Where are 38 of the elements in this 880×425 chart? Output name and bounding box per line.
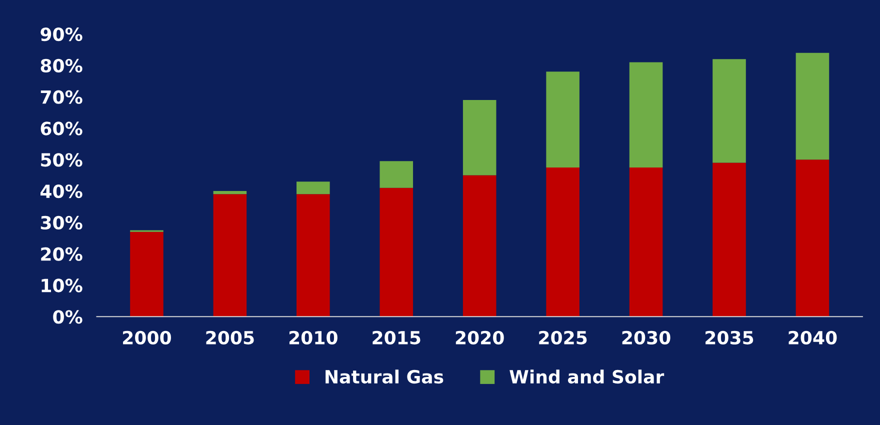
bar — [213, 194, 247, 317]
y-tick-label: 90% — [40, 27, 82, 42]
x-tick-label: 2015 — [372, 330, 420, 344]
bar — [296, 194, 330, 317]
x-tick-label: 2000 — [123, 330, 171, 344]
bar — [796, 160, 830, 317]
y-tick-label: 70% — [40, 90, 82, 104]
x-tick-label: 2040 — [788, 330, 837, 344]
bar — [712, 162, 746, 317]
legend-label: Wind and Solar — [510, 370, 664, 384]
y-tick-label: 40% — [40, 184, 82, 198]
bar — [546, 72, 580, 168]
bar — [213, 191, 247, 194]
y-tick-label: 50% — [41, 153, 82, 167]
bar — [462, 100, 496, 176]
bar — [796, 52, 830, 160]
x-tick-label: 2010 — [289, 330, 338, 344]
bar — [712, 59, 746, 163]
bar — [629, 167, 663, 317]
bar — [380, 161, 414, 188]
y-tick-label: 60% — [40, 122, 82, 136]
bar — [546, 167, 580, 317]
y-tick-label: 80% — [40, 58, 82, 73]
y-tick-label: 30% — [40, 216, 82, 230]
x-tick-label: 2005 — [206, 330, 254, 344]
bar — [462, 175, 496, 317]
bar — [296, 182, 330, 194]
x-tick-label: 2020 — [456, 330, 504, 344]
bar — [380, 188, 414, 317]
legend-label: Natural Gas — [326, 370, 444, 384]
bar — [130, 232, 164, 317]
y-tick-label: 20% — [41, 247, 82, 261]
y-tick-label: 10% — [42, 278, 82, 292]
y-tick-label: 0% — [53, 310, 82, 324]
x-tick-label: 2030 — [622, 330, 670, 344]
bar — [629, 62, 663, 168]
x-tick-label: 2025 — [539, 330, 587, 344]
x-tick-label: 2035 — [706, 330, 754, 344]
